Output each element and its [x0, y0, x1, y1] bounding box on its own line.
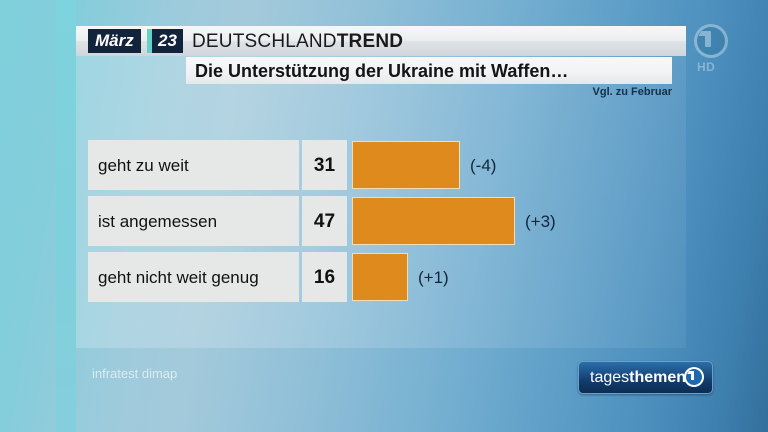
question-banner: Die Unterstützung der Ukraine mit Waffen… — [186, 57, 672, 84]
row-delta-text: (+1) — [418, 268, 449, 287]
row-value-cell: 47 — [302, 196, 347, 246]
row-label-cell: geht zu weit — [88, 140, 299, 190]
brand-title-regular: DEUTSCHLAND — [192, 31, 337, 52]
badge-accent-divider — [147, 29, 152, 53]
brand-title: DEUTSCHLANDTREND — [192, 29, 403, 53]
hd-quality-label: HD — [697, 60, 716, 74]
row-label-text: ist angemessen — [98, 212, 218, 231]
row-bar — [352, 253, 408, 301]
left-accent-strip — [56, 0, 76, 432]
tagesthemen-wordmark: tagesthemen — [590, 362, 686, 393]
month-badge: März — [88, 29, 141, 53]
header-bar: März 23 DEUTSCHLANDTREND — [76, 26, 686, 56]
year-badge: 23 — [152, 29, 183, 53]
question-text: Die Unterstützung der Ukraine mit Waffen… — [195, 61, 569, 81]
ard-channel-watermark: HD — [688, 24, 744, 76]
row-value-text: 31 — [313, 155, 336, 176]
ard-one-icon — [694, 24, 728, 58]
row-label-text: geht zu weit — [98, 156, 189, 175]
tagesthemen-wordmark-regular: tages — [590, 369, 630, 386]
row-value-text: 16 — [313, 267, 336, 288]
row-label-text: geht nicht weit genug — [98, 268, 259, 287]
row-value-cell: 31 — [302, 140, 347, 190]
row-bar — [352, 197, 515, 245]
ard-one-icon — [684, 367, 704, 387]
source-credit: infratest dimap — [92, 366, 178, 381]
row-bar — [352, 141, 460, 189]
row-value-text: 47 — [313, 211, 336, 232]
comparison-note: Vgl. zu Februar — [592, 86, 672, 98]
tagesthemen-logo: tagesthemen — [578, 361, 713, 394]
row-delta-text: (-4) — [470, 156, 497, 175]
tagesthemen-wordmark-bold: themen — [629, 369, 687, 386]
row-delta-text: (+3) — [525, 212, 556, 231]
brand-title-bold: TREND — [336, 31, 404, 52]
row-label-cell: geht nicht weit genug — [88, 252, 299, 302]
row-value-cell: 16 — [302, 252, 347, 302]
row-label-cell: ist angemessen — [88, 196, 299, 246]
